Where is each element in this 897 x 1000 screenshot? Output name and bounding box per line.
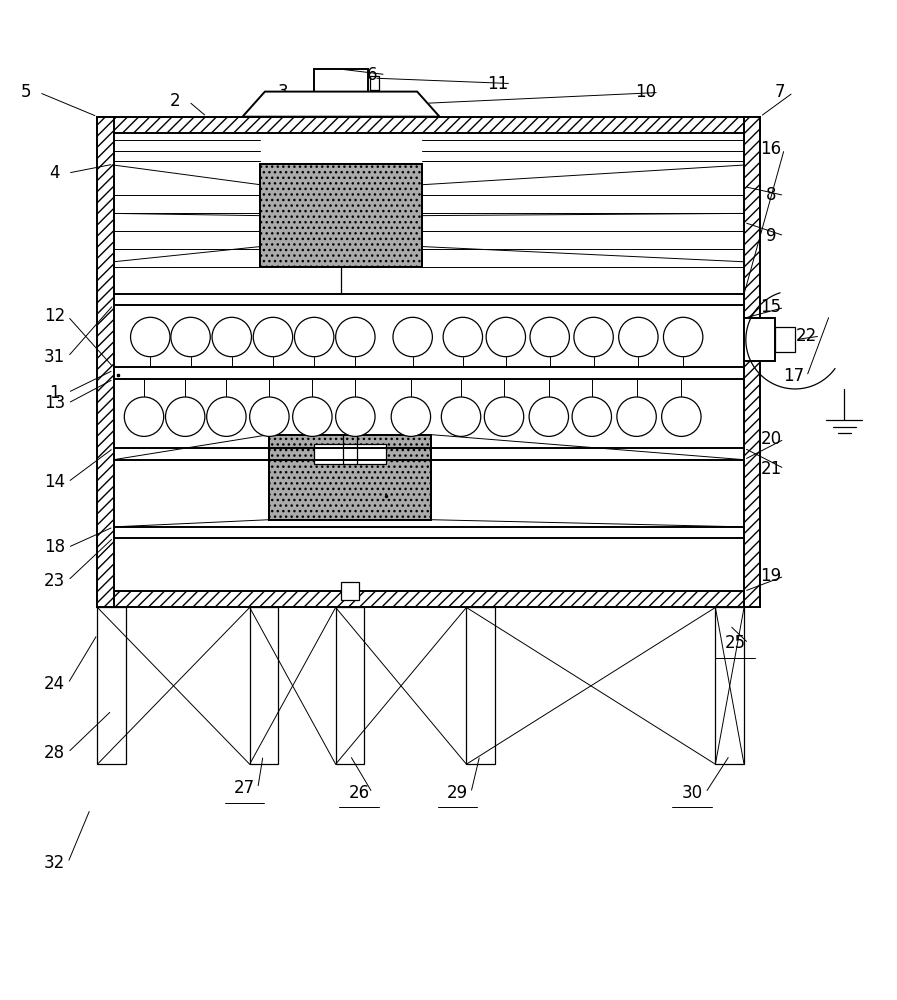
- Text: 20: 20: [761, 430, 781, 448]
- Text: 22: 22: [797, 327, 817, 345]
- Bar: [98, 117, 760, 133]
- Text: 32: 32: [44, 854, 65, 872]
- Text: 12: 12: [44, 307, 65, 325]
- Circle shape: [393, 317, 432, 357]
- Bar: [98, 117, 114, 607]
- Circle shape: [664, 317, 703, 357]
- Bar: [260, 164, 422, 267]
- Bar: [260, 164, 422, 267]
- Text: 24: 24: [44, 675, 65, 693]
- Text: 16: 16: [761, 140, 781, 158]
- Text: 23: 23: [44, 572, 65, 590]
- Text: 13: 13: [44, 394, 65, 412]
- Bar: [775, 327, 795, 352]
- Bar: [98, 607, 126, 764]
- Circle shape: [335, 397, 375, 436]
- Circle shape: [484, 397, 524, 436]
- Circle shape: [294, 317, 334, 357]
- Text: 3: 3: [277, 83, 288, 101]
- Circle shape: [619, 317, 658, 357]
- Bar: [335, 607, 364, 764]
- Text: 17: 17: [783, 367, 804, 385]
- Circle shape: [530, 317, 570, 357]
- Circle shape: [170, 317, 210, 357]
- Bar: [744, 318, 775, 361]
- Text: 29: 29: [447, 784, 468, 802]
- Circle shape: [292, 397, 332, 436]
- Bar: [744, 117, 760, 607]
- Text: 8: 8: [766, 186, 776, 204]
- Text: 2: 2: [170, 92, 180, 110]
- Text: 26: 26: [348, 784, 370, 802]
- Circle shape: [131, 317, 170, 357]
- Text: 15: 15: [761, 298, 781, 316]
- Circle shape: [486, 317, 526, 357]
- Text: 18: 18: [44, 538, 65, 556]
- Bar: [314, 69, 368, 92]
- Circle shape: [443, 317, 483, 357]
- Circle shape: [572, 397, 612, 436]
- Text: 7: 7: [775, 83, 785, 101]
- Bar: [716, 607, 744, 764]
- Circle shape: [574, 317, 614, 357]
- Circle shape: [391, 397, 431, 436]
- Circle shape: [125, 397, 163, 436]
- Circle shape: [617, 397, 657, 436]
- Text: 19: 19: [761, 567, 781, 585]
- Text: 28: 28: [44, 744, 65, 762]
- Text: 21: 21: [761, 460, 781, 478]
- Circle shape: [529, 397, 569, 436]
- Bar: [269, 435, 431, 520]
- Circle shape: [335, 317, 375, 357]
- Bar: [98, 591, 760, 607]
- Bar: [341, 582, 359, 600]
- Text: 14: 14: [44, 473, 65, 491]
- Circle shape: [165, 397, 205, 436]
- Text: 25: 25: [725, 634, 745, 652]
- Circle shape: [253, 317, 292, 357]
- Polygon shape: [242, 92, 440, 117]
- Text: 27: 27: [234, 779, 255, 797]
- Text: 5: 5: [21, 83, 31, 101]
- Bar: [370, 76, 379, 90]
- Text: 30: 30: [682, 784, 702, 802]
- Bar: [314, 444, 386, 464]
- Text: 31: 31: [44, 348, 65, 366]
- Bar: [249, 607, 278, 764]
- Bar: [466, 607, 495, 764]
- Text: 1: 1: [49, 384, 60, 402]
- Circle shape: [662, 397, 701, 436]
- Text: 10: 10: [635, 83, 656, 101]
- Circle shape: [212, 317, 251, 357]
- Circle shape: [249, 397, 289, 436]
- Text: 4: 4: [49, 164, 60, 182]
- Text: 11: 11: [487, 75, 509, 93]
- Text: 9: 9: [766, 227, 776, 245]
- Circle shape: [441, 397, 481, 436]
- Text: 6: 6: [367, 66, 378, 84]
- Bar: [269, 435, 431, 520]
- Circle shape: [206, 397, 246, 436]
